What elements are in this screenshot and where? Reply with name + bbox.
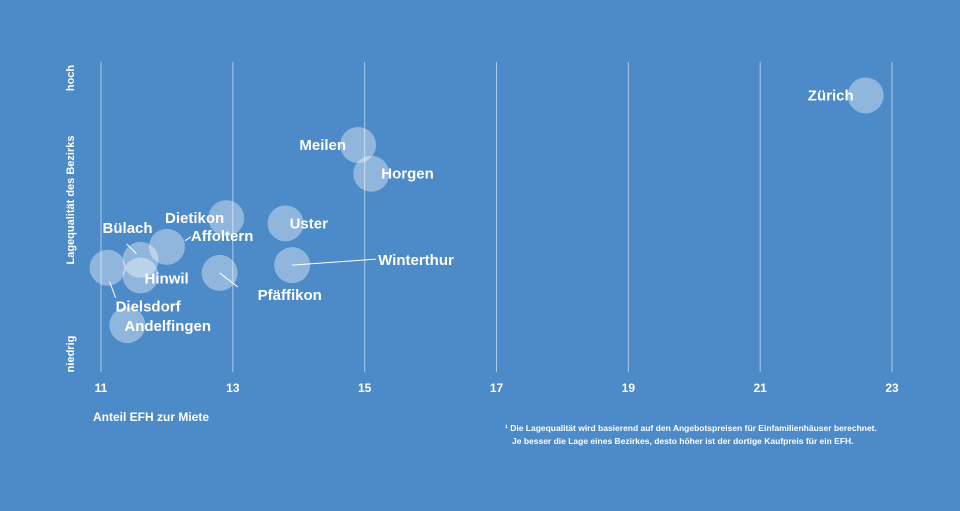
- point-label-buelach: Bülach: [103, 220, 153, 237]
- point-labels: Zürich Meilen Horgen Dietikon Uster Affoltern…: [103, 87, 854, 335]
- bubble-dielsdorf: [89, 249, 126, 286]
- leader-line-pfaeffikon: [219, 272, 238, 288]
- bubble-uster: [267, 205, 304, 242]
- point-label-hinwil: Hinwil: [145, 271, 189, 288]
- point-label-uster: Uster: [290, 215, 329, 232]
- footnote-line-2: Je besser die Lage eines Bezirkes, desto…: [512, 436, 854, 446]
- y-axis-label-high: hoch: [65, 65, 77, 92]
- point-label-andelfingen: Andelfingen: [124, 318, 211, 335]
- bubble-affoltern: [148, 228, 185, 265]
- leader-line-dielsdorf: [109, 281, 117, 298]
- x-tick-label-23: 23: [885, 381, 899, 395]
- leader-line-buelach: [126, 243, 137, 255]
- leader-lines: [109, 236, 377, 298]
- point-label-affoltern: Affoltern: [191, 228, 254, 245]
- bubbles: [89, 77, 884, 344]
- point-label-meilen: Meilen: [299, 137, 346, 154]
- x-axis-label: Anteil EFH zur Miete: [93, 410, 209, 424]
- x-tick-label-15: 15: [358, 381, 372, 395]
- y-axis-label-low: niedrig: [65, 336, 77, 373]
- y-axis-label: Lagequalität des Bezirks: [65, 136, 77, 265]
- bubble-winterthur: [274, 247, 311, 284]
- x-tick-label-17: 17: [490, 381, 504, 395]
- x-tick-label-21: 21: [753, 381, 767, 395]
- bubble-zuerich: [847, 77, 884, 114]
- bubble-hinwil: [122, 257, 159, 294]
- grid-lines: [100, 62, 893, 372]
- point-label-winterthur: Winterthur: [378, 252, 454, 269]
- bubble-meilen: [340, 127, 377, 164]
- bubble-buelach: [122, 241, 159, 278]
- leader-line-winterthur: [292, 258, 377, 266]
- point-label-dietikon: Dietikon: [165, 210, 224, 227]
- bubble-horgen: [353, 155, 390, 192]
- leader-line-affoltern: [184, 236, 192, 242]
- x-tick-label-11: 11: [95, 381, 108, 395]
- x-tick-label-13: 13: [226, 381, 240, 395]
- x-tick-label-19: 19: [622, 381, 636, 395]
- bubble-dietikon: [208, 200, 245, 237]
- point-label-pfaeffikon: Pfäffikon: [258, 287, 322, 304]
- point-label-dielsdorf: Dielsdorf: [116, 299, 182, 316]
- bubble-pfaeffikon: [201, 254, 238, 291]
- footnote-line-1: ¹ Die Lagequalität wird basierend auf de…: [505, 423, 877, 433]
- point-label-horgen: Horgen: [381, 166, 434, 183]
- x-tick-labels: 11 13 15 17 19 21 23: [95, 381, 899, 395]
- bubble-andelfingen: [109, 307, 146, 344]
- point-label-zuerich: Zürich: [808, 87, 854, 104]
